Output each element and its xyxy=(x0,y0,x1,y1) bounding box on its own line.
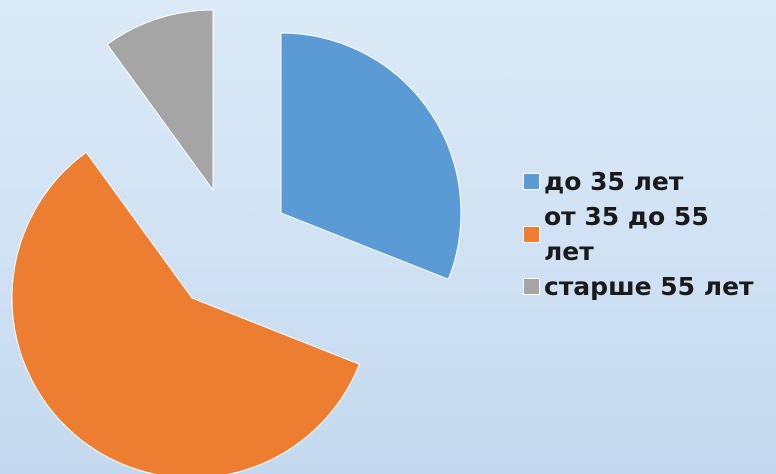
legend-entry-1: от 35 до 55 лет xyxy=(523,199,775,269)
legend-label-1: от 35 до 55 лет xyxy=(544,202,709,266)
pie-slice-2 xyxy=(106,9,214,192)
legend: до 35 лет от 35 до 55 лет старше 55 лет xyxy=(523,164,775,304)
legend-entry-0: до 35 лет xyxy=(523,164,775,199)
pie-slice-1 xyxy=(11,151,361,474)
legend-entry-2: старше 55 лет xyxy=(523,269,775,304)
legend-label-2: старше 55 лет xyxy=(544,272,754,301)
legend-swatch-1 xyxy=(523,225,540,243)
pie-slice-0 xyxy=(280,32,462,280)
legend-swatch-2 xyxy=(523,278,540,295)
legend-label-0: до 35 лет xyxy=(544,167,684,196)
legend-swatch-0 xyxy=(523,173,540,190)
